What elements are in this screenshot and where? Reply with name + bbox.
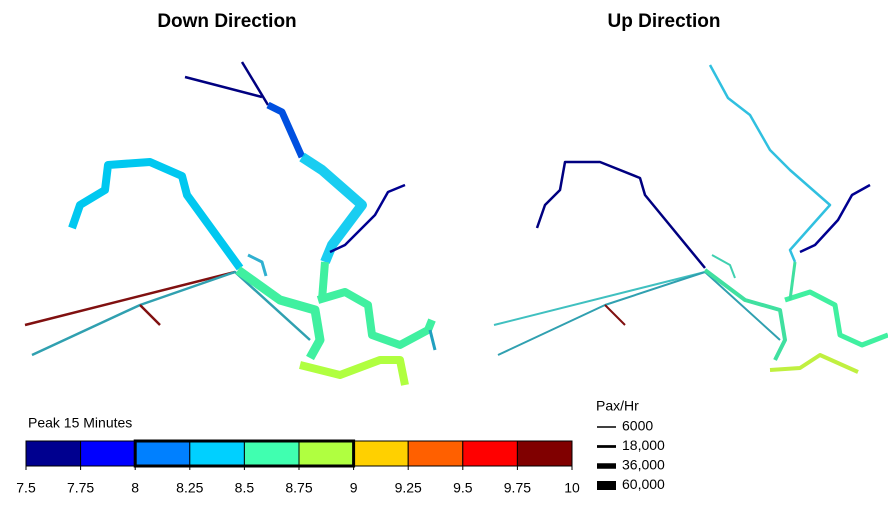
color-segment xyxy=(134,440,191,467)
width-label: 36,000 xyxy=(622,457,665,473)
width-legend: Pax/Hr 6000 18,000 36,000 60,000 xyxy=(596,398,665,493)
color-segment xyxy=(462,440,518,467)
width-label: 60,000 xyxy=(622,476,665,492)
tick-label: 8.5 xyxy=(235,480,255,496)
tick-label: 7.5 xyxy=(16,480,36,496)
color-legend: Peak 15 Minutes 7.5 7.75 8 8.25 8.5 8.75 9 9.25… xyxy=(16,415,580,496)
width-label: 18,000 xyxy=(622,437,665,453)
tick-label: 9 xyxy=(350,480,358,496)
tick-label: 8.75 xyxy=(285,480,312,496)
tick-label: 7.75 xyxy=(67,480,94,496)
legend-title: Peak 15 Minutes xyxy=(28,415,132,431)
network-down xyxy=(24,61,437,386)
color-segment xyxy=(25,440,82,467)
panel-title: Up Direction xyxy=(608,11,721,32)
tick-label: 10 xyxy=(564,480,580,496)
color-segment xyxy=(516,440,573,467)
tick-label: 8 xyxy=(131,480,139,496)
tick-label: 9.25 xyxy=(395,480,422,496)
legend-title: Pax/Hr xyxy=(596,398,639,414)
color-segment xyxy=(243,440,300,467)
color-segment xyxy=(80,440,136,467)
network-up xyxy=(493,64,888,374)
color-segment xyxy=(189,440,245,467)
tick-label: 9.5 xyxy=(453,480,473,496)
width-label: 6000 xyxy=(622,418,653,434)
panel-title: Down Direction xyxy=(157,11,296,32)
color-segment xyxy=(407,440,464,467)
color-segment xyxy=(298,440,355,467)
color-segment xyxy=(353,440,409,467)
tick-label: 8.25 xyxy=(176,480,203,496)
tick-label: 9.75 xyxy=(504,480,531,496)
